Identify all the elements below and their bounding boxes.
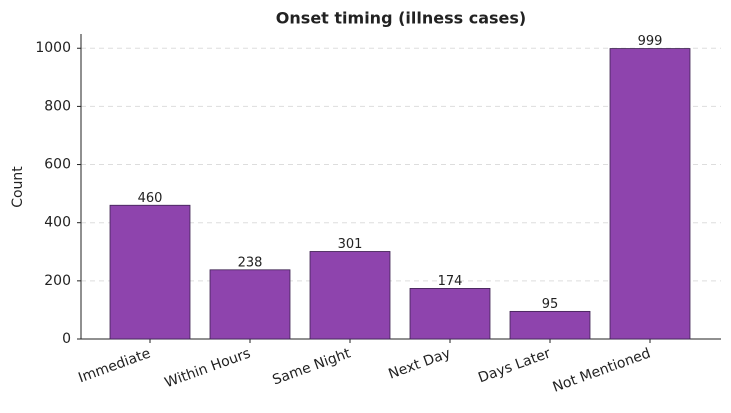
value-label: 999 [638, 34, 663, 49]
y-tick-label: 200 [44, 273, 71, 289]
y-tick-label: 800 [44, 98, 71, 114]
chart-title: Onset timing (illness cases) [276, 9, 526, 28]
value-label: 460 [138, 191, 163, 206]
value-label: 301 [338, 237, 363, 252]
bar [209, 269, 291, 340]
x-tick-label: Within Hours [163, 345, 253, 391]
x-tick-label: Immediate [76, 345, 152, 386]
value-label: 174 [438, 274, 463, 289]
y-tick-label: 600 [44, 157, 71, 173]
x-tick-label: Same Night [270, 345, 353, 388]
y-axis-label: Count [10, 166, 26, 208]
value-label: 95 [542, 297, 559, 312]
bar [509, 310, 591, 340]
bar [109, 204, 191, 340]
bar [309, 251, 391, 340]
x-tick-label: Next Day [386, 345, 452, 382]
bar [609, 48, 691, 340]
y-tick-label: 1000 [35, 40, 71, 56]
y-tick-label: 400 [44, 215, 71, 231]
y-tick-label: 0 [62, 331, 71, 347]
value-label: 238 [238, 255, 263, 270]
x-tick-label: Days Later [476, 345, 553, 386]
x-tick-label: Not Mentioned [551, 345, 653, 395]
bar [409, 288, 491, 340]
